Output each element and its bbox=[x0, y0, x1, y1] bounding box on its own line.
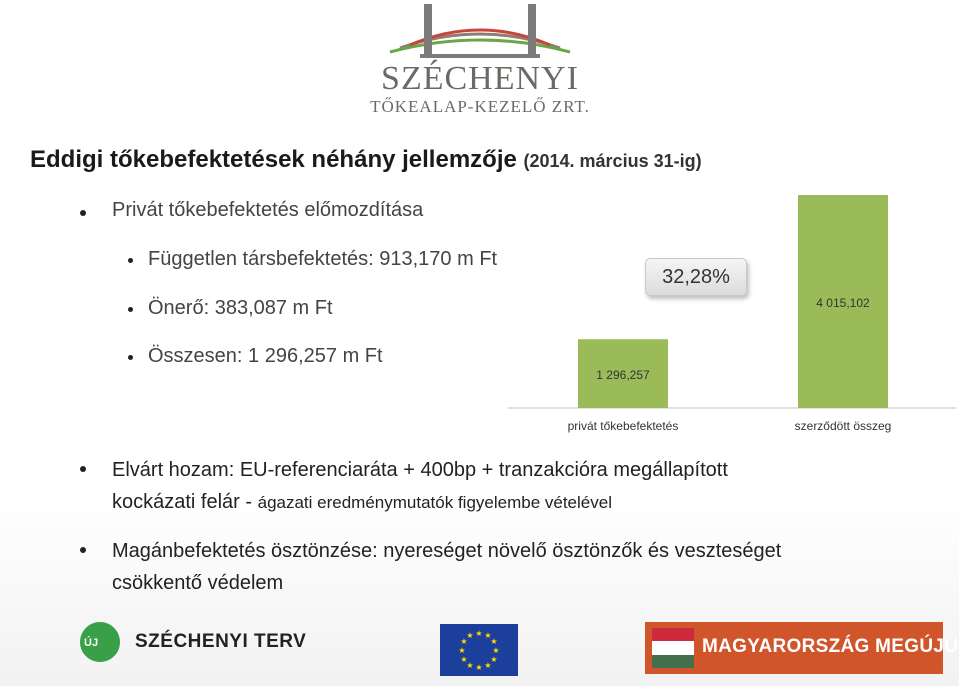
bullet-dot bbox=[128, 355, 133, 360]
bullet-own-funds: Önerő: 383,087 m Ft bbox=[148, 297, 333, 319]
expected-return-line2b: ágazati eredménymutatók figyelembe vétel… bbox=[257, 493, 612, 512]
szechenyi-logo: SZÉCHENYI TŐKEALAP-KEZELŐ ZRT. bbox=[360, 0, 600, 125]
hungarian-flag-icon bbox=[652, 628, 694, 668]
category-label: privát tőkebefektetés bbox=[568, 419, 679, 433]
expected-return-text: Elvárt hozam: EU-referenciaráta + 400bp … bbox=[112, 454, 728, 519]
bar-private-investment bbox=[578, 339, 668, 408]
svg-text:★: ★ bbox=[492, 646, 499, 655]
expected-return-line2a: kockázati felár - bbox=[112, 491, 258, 513]
svg-text:★: ★ bbox=[490, 637, 497, 646]
bullet-dot bbox=[80, 466, 86, 472]
bullet-dot bbox=[128, 258, 133, 263]
expected-return-line2: kockázati felár - ágazati eredménymutató… bbox=[112, 486, 728, 519]
uj-szechenyi-terv-icon bbox=[80, 622, 120, 662]
bullet-total: Összesen: 1 296,257 m Ft bbox=[148, 345, 383, 367]
svg-text:★: ★ bbox=[475, 629, 482, 638]
bridge-icon bbox=[389, 4, 571, 58]
eu-flag-icon: ★ ★ ★ ★ ★ ★ ★ ★ ★ ★ ★ ★ bbox=[440, 624, 518, 676]
chart-svg: 1 296,257 privát tőkebefektetés 4 015,102 s… bbox=[508, 195, 956, 433]
svg-text:★: ★ bbox=[484, 631, 491, 640]
bullet-dot bbox=[80, 547, 86, 553]
data-label: 4 015,102 bbox=[816, 296, 870, 310]
bullet-private-investment: Privát tőkebefektetés előmozdítása bbox=[112, 199, 424, 221]
bullet-dot bbox=[128, 307, 133, 312]
magyarorszag-megujul-label: MAGYARORSZÁG MEGÚJUL bbox=[702, 636, 959, 657]
szechenyi-terv-label: SZÉCHENYI TERV bbox=[135, 631, 307, 652]
incentive-text: Magánbefektetés ösztönzése: nyereséget n… bbox=[112, 535, 781, 599]
incentive-line1: Magánbefektetés ösztönzése: nyereséget n… bbox=[112, 540, 782, 562]
eu-stars-icon: ★ ★★ ★★★ ★★★ ★★★ bbox=[458, 629, 499, 672]
percentage-callout: 32,28% bbox=[645, 258, 747, 296]
magyarorszag-megujul-banner bbox=[645, 622, 943, 674]
svg-text:★: ★ bbox=[484, 661, 491, 670]
svg-text:★: ★ bbox=[466, 661, 473, 670]
title-main: Eddigi tőkebefektetések néhány jellemzőj… bbox=[30, 146, 524, 173]
svg-text:★: ★ bbox=[460, 655, 467, 664]
investment-bar-chart: 1 296,257 privát tőkebefektetés 4 015,102 s… bbox=[505, 190, 959, 440]
bullet-dot bbox=[80, 210, 86, 216]
incentive-line2: csökkentő védelem bbox=[112, 572, 284, 594]
uj-label: ÚJ bbox=[84, 637, 99, 649]
title-date: (2014. március 31-ig) bbox=[523, 151, 702, 171]
category-label: szerződött összeg bbox=[795, 419, 892, 433]
svg-text:★: ★ bbox=[466, 631, 473, 640]
logo-name: SZÉCHENYI bbox=[381, 60, 579, 97]
svg-text:★: ★ bbox=[458, 646, 465, 655]
bullet-independent-coinvestment: Független társbefektetés: 913,170 m Ft bbox=[148, 248, 498, 270]
bar-contracted-amount bbox=[798, 195, 888, 408]
data-label: 1 296,257 bbox=[596, 368, 650, 382]
svg-text:★: ★ bbox=[490, 655, 497, 664]
svg-text:★: ★ bbox=[475, 663, 482, 672]
logo-subtitle: TŐKEALAP-KEZELŐ ZRT. bbox=[370, 97, 590, 116]
page-title: Eddigi tőkebefektetések néhány jellemzőj… bbox=[30, 146, 702, 174]
expected-return-line1: Elvárt hozam: EU-referenciaráta + 400bp … bbox=[112, 459, 728, 481]
svg-text:★: ★ bbox=[460, 637, 467, 646]
